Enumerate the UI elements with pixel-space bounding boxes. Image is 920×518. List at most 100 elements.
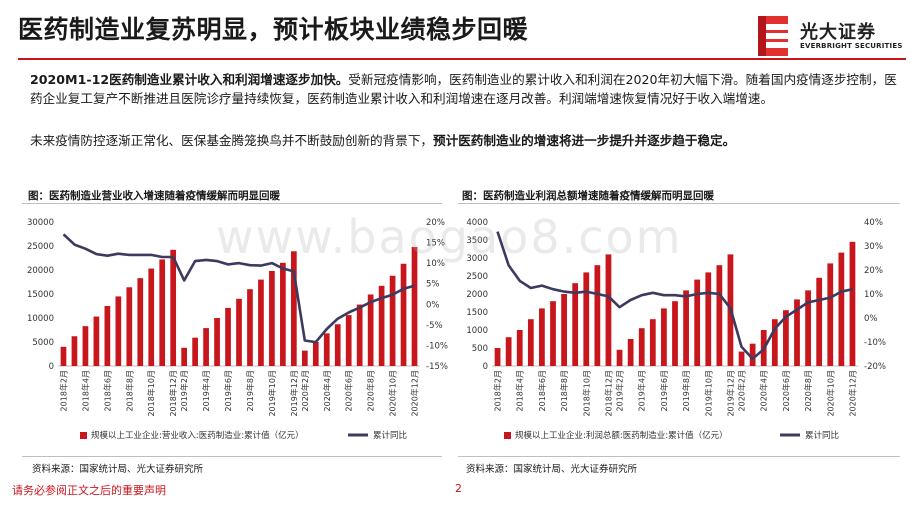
chart-2-x-tick: 2019年10月 — [703, 370, 713, 417]
chart-2-bar — [649, 319, 656, 366]
chart-2-bar — [572, 283, 579, 366]
chart-1-y-left-tick: 30000 — [27, 218, 54, 228]
chart-2-y-right-tick: -20% — [864, 362, 886, 372]
chart-1-y-left-tick: 0 — [49, 362, 54, 372]
chart-2-y-left-tick: 4000 — [466, 218, 488, 228]
chart-2-bar — [516, 330, 523, 366]
chart-1-x-tick: 2020年4月 — [322, 370, 332, 411]
page-number: 2 — [455, 482, 462, 495]
chart-1-bar — [269, 270, 275, 366]
chart-1-bar — [71, 336, 78, 366]
chart-1-x-tick: 2019年2月 — [179, 370, 189, 411]
chart-2-x-tick: 2020年8月 — [803, 370, 813, 411]
logo-english-name: EVERBRIGHT SECURITIES — [800, 42, 903, 50]
chart-1-legend-bar-label: 规模以上工业企业:营业收入:医药制造业:累计值（亿元） — [91, 430, 304, 441]
chart-1-bar — [334, 324, 341, 366]
chart-1-bar — [356, 304, 363, 366]
chart-2-x-tick: 2020年10月 — [825, 370, 835, 417]
chart-1-legend-line-label: 累计同比 — [373, 430, 407, 441]
chart-2-x-tick: 2020年4月 — [759, 370, 769, 411]
chart-2-x-tick: 2018年4月 — [515, 370, 525, 411]
chart-1-x-tick: 2019年10月 — [267, 370, 277, 417]
chart-1-bar — [367, 294, 374, 366]
chart-1-bar — [159, 259, 166, 366]
chart-1-bar — [411, 246, 418, 366]
chart-2-y-right-tick: 10% — [864, 290, 883, 300]
chart-2-y-left-tick: 3500 — [466, 236, 488, 246]
chart-1-x-tick: 2018年2月 — [58, 370, 68, 411]
chart-1-bar — [236, 298, 242, 366]
logo-chinese-name: 光大证券 — [800, 22, 876, 43]
chart-2-bar — [616, 349, 623, 366]
chart-2-bar — [827, 263, 834, 366]
chart-1-x-tick: 2019年12月 — [289, 370, 299, 417]
chart-1-bar — [203, 328, 209, 366]
chart-1-x-tick: 2018年12月 — [168, 370, 178, 417]
chart-1-y-left-tick: 20000 — [27, 266, 54, 276]
chart-2-bar — [738, 351, 745, 366]
chart-2-bottom-rule — [458, 456, 900, 457]
chart-2-source: 资料来源：国家统计局、光大证券研究所 — [466, 464, 638, 475]
chart-1-y-right-tick: 20% — [426, 218, 445, 228]
chart-1-y-right-tick: -5% — [426, 321, 443, 331]
chart-2-bar — [550, 301, 556, 366]
chart-1-x-tick: 2019年8月 — [245, 370, 255, 411]
chart-1-bottom-rule — [22, 456, 442, 457]
chart-2-x-tick: 2019年8月 — [681, 370, 691, 411]
chart-1-bar — [137, 278, 144, 366]
chart-1-y-right-tick: 0% — [426, 300, 440, 310]
chart-2-x-tick: 2020年12月 — [847, 370, 857, 417]
chart-2-legend-bar-swatch — [504, 432, 511, 439]
chart-1-y-left-tick: 10000 — [27, 314, 54, 324]
chart-2-y-left-tick: 3000 — [466, 254, 488, 264]
chart-2-bar — [539, 308, 545, 366]
chart-2-bar — [494, 348, 501, 366]
chart-1-y-right-tick: -10% — [426, 341, 448, 351]
chart-1-y-right-tick: 10% — [426, 259, 445, 269]
chart-2-bar — [672, 301, 678, 366]
paragraph-2-text: 未来疫情防控逐渐正常化、医保基金腾笼换鸟并不断鼓励创新的背景下， — [30, 133, 433, 148]
chart-2-bar — [661, 308, 667, 366]
chart-2-bar — [705, 272, 712, 366]
chart-1-bar — [389, 275, 396, 366]
chart-2-legend-bar-label: 规模以上工业企业:利润总额:医药制造业:累计值（亿元） — [515, 430, 728, 441]
chart-1-y-left-tick: 25000 — [27, 242, 54, 252]
chart-2-bar — [749, 343, 756, 366]
chart-1-bar — [247, 289, 253, 366]
chart-1-bar — [378, 285, 385, 366]
chart-2-x-tick: 2020年2月 — [737, 370, 747, 411]
everbright-logo-icon — [758, 16, 788, 56]
chart-1-bar — [148, 268, 155, 366]
chart-2-y-left-tick: 2500 — [466, 272, 488, 282]
chart-2-bar — [583, 272, 590, 366]
revenue-chart: 0 5000 10000 15000 20000 25000 30000 -15% -10% -5… — [27, 218, 448, 441]
chart-1-yoy-line — [62, 233, 415, 344]
chart-1-bar — [400, 263, 407, 366]
chart-2-bar — [561, 294, 567, 366]
chart-2-bar — [838, 252, 845, 366]
chart-2-x-tick: 2019年4月 — [637, 370, 647, 411]
chart-2-y-right-tick: 20% — [864, 266, 883, 276]
chart-2-bar — [527, 319, 534, 366]
chart-1-x-tick: 2020年12月 — [410, 370, 420, 417]
chart-2-bar — [816, 277, 823, 366]
chart-1-bar — [214, 318, 220, 366]
chart-1-y-right-tick: 15% — [426, 239, 445, 249]
chart-2-y-left-tick: 0 — [483, 362, 488, 372]
paragraph-1: 2020M1-12医药制造业累计收入和利润增速逐步加快。受新冠疫情影响，医药制造… — [30, 70, 900, 108]
chart-2-y-left-tick: 1500 — [466, 308, 488, 318]
chart-1-y-right-tick: -15% — [426, 362, 448, 372]
chart-1-bar — [126, 287, 133, 366]
paragraph-2: 未来疫情防控逐渐正常化、医保基金腾笼换鸟并不断鼓励创新的背景下，预计医药制造业的… — [30, 131, 900, 150]
chart-2-title: 图：医药制造业利润总额增速随着疫情缓解而明显回暖 — [462, 190, 714, 202]
chart-2-bar — [783, 310, 789, 366]
chart-2-x-tick: 2019年2月 — [615, 370, 625, 411]
chart-2-bar — [627, 339, 634, 366]
chart-1-bar — [290, 251, 297, 366]
chart-1-y-left-tick: 15000 — [27, 290, 54, 300]
chart-2-yoy-line — [496, 231, 853, 361]
header-divider — [18, 58, 906, 60]
chart-1-bar — [192, 337, 198, 366]
chart-1-bar — [301, 350, 308, 366]
chart-1-x-tick: 2018年4月 — [80, 370, 90, 411]
